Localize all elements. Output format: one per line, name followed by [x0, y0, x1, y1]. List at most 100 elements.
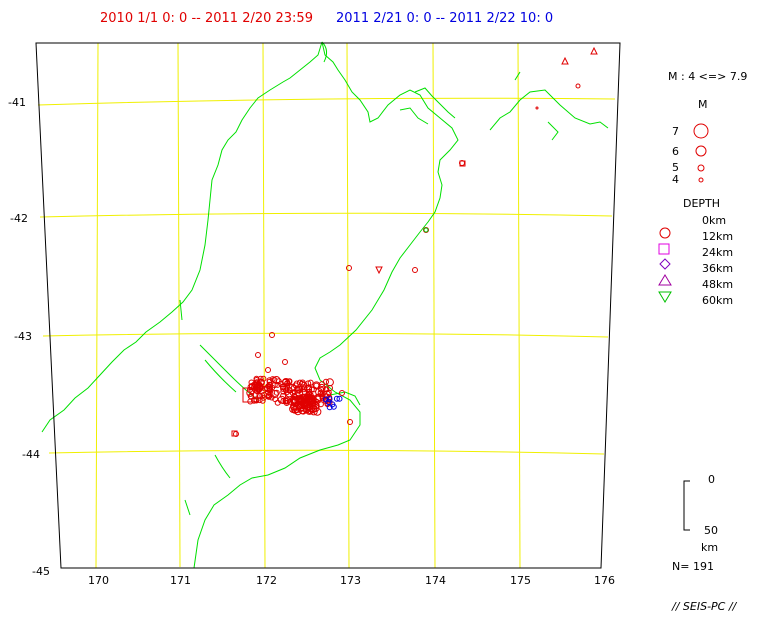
- event-marker: [269, 376, 276, 383]
- event-marker: [535, 106, 539, 110]
- event-marker: [590, 46, 598, 55]
- event-marker: [266, 393, 273, 400]
- m6-circle-icon: [695, 145, 707, 157]
- event-marker: [278, 381, 285, 387]
- event-marker: [339, 390, 345, 396]
- lon-labels: 170 171 172 173 174 175 176: [88, 574, 615, 587]
- event-marker: [261, 391, 267, 398]
- depth-label: 0km: [702, 214, 726, 227]
- event-marker: [300, 386, 307, 393]
- event-marker: [274, 381, 281, 388]
- event-marker: [273, 389, 280, 396]
- grid-lon-175: [517, 42, 521, 569]
- event-marker: [459, 160, 466, 167]
- grid-lat-42: [39, 212, 613, 218]
- depth-scale-top: 0: [708, 473, 715, 486]
- event-marker: [310, 386, 317, 393]
- event-marker: [346, 265, 352, 271]
- depth-legend-title: DEPTH: [683, 197, 720, 210]
- event-marker: [375, 266, 383, 275]
- depth-label: 60km: [702, 294, 733, 307]
- event-marker: [575, 83, 581, 89]
- event-marker: [423, 227, 429, 233]
- grid-lon-170: [95, 42, 99, 569]
- m-legend-label: 7: [672, 125, 679, 138]
- event-marker: [231, 430, 238, 437]
- credit: // SEIS-PC //: [671, 600, 738, 613]
- event-marker: [303, 394, 312, 402]
- lat-label: -44: [22, 448, 40, 461]
- m-legend-label: 6: [672, 145, 679, 158]
- lat-labels: -41 -42 -43 -44 -45: [8, 96, 50, 578]
- depth-scale-unit: km: [701, 541, 718, 554]
- grid-lon-172: [262, 42, 266, 569]
- depth-36-triangle-icon: [658, 274, 672, 286]
- event-marker: [242, 387, 258, 403]
- m-legend-label: 5: [672, 161, 679, 174]
- m-legend-title: M: [698, 98, 708, 111]
- event-marker: [282, 359, 288, 365]
- event-marker: [322, 390, 331, 399]
- m7-circle-icon: [693, 123, 709, 139]
- time-range-old: 2010 1/1 0: 0 -- 2011 2/20 23:59: [100, 11, 313, 26]
- legend: M : 4 <=> 7.9 M 7 6 5 4 DEPTH 0km 12km 2…: [658, 70, 747, 573]
- time-range-new: 2011 2/21 0: 0 -- 2011 2/22 10: 0: [336, 11, 553, 26]
- depth-0-circle-icon: [659, 227, 671, 239]
- lat-label: -42: [10, 212, 28, 225]
- event-marker: [307, 398, 316, 407]
- event-marker: [277, 395, 286, 404]
- event-marker: [294, 385, 301, 392]
- event-marker: [326, 404, 333, 411]
- depth-label: 36km: [702, 262, 733, 275]
- event-marker: [309, 405, 317, 414]
- lat-label: -41: [8, 96, 26, 109]
- map-frame: [35, 41, 621, 569]
- event-marker: [295, 395, 304, 404]
- event-marker: [313, 407, 322, 416]
- event-marker: [257, 393, 264, 399]
- grid-lon-173: [346, 42, 350, 569]
- graticule: [37, 42, 616, 569]
- event-marker: [305, 394, 314, 402]
- coastline: [41, 41, 609, 569]
- depth-scale-bar: [683, 480, 690, 531]
- event-marker: [272, 396, 279, 403]
- event-marker: [323, 378, 329, 385]
- event-marker: [297, 386, 304, 393]
- event-marker: [260, 394, 267, 401]
- event-marker: [253, 397, 260, 404]
- earthquake-events: [231, 46, 598, 437]
- depth-label: 12km: [702, 230, 733, 243]
- event-marker: [269, 332, 275, 338]
- event-marker: [270, 390, 279, 398]
- grid-lat-43: [42, 332, 609, 338]
- event-marker: [265, 367, 271, 373]
- event-marker: [307, 379, 314, 386]
- depth-48-invtriangle-icon: [658, 291, 672, 303]
- map-border: [35, 42, 621, 569]
- event-marker: [322, 386, 329, 393]
- lon-label: 170: [88, 574, 109, 587]
- event-marker: [322, 396, 329, 403]
- event-marker: [267, 383, 273, 390]
- event-marker: [412, 267, 418, 273]
- event-marker: [284, 382, 291, 389]
- lon-label: 176: [594, 574, 615, 587]
- grid-lat-44: [48, 449, 605, 455]
- event-marker: [257, 375, 264, 382]
- lat-label: -43: [14, 330, 32, 343]
- event-marker: [246, 388, 255, 397]
- lon-label: 173: [340, 574, 361, 587]
- m5-circle-icon: [697, 164, 705, 172]
- event-marker: [336, 395, 343, 402]
- event-marker: [561, 56, 569, 65]
- event-marker: [326, 396, 333, 403]
- event-marker: [298, 397, 307, 406]
- event-count: N= 191: [672, 560, 714, 573]
- depth-scale-bottom: 50: [704, 524, 718, 537]
- depth-12-square-icon: [658, 243, 670, 255]
- lon-label: 175: [510, 574, 531, 587]
- event-marker: [284, 380, 290, 387]
- lon-label: 171: [170, 574, 191, 587]
